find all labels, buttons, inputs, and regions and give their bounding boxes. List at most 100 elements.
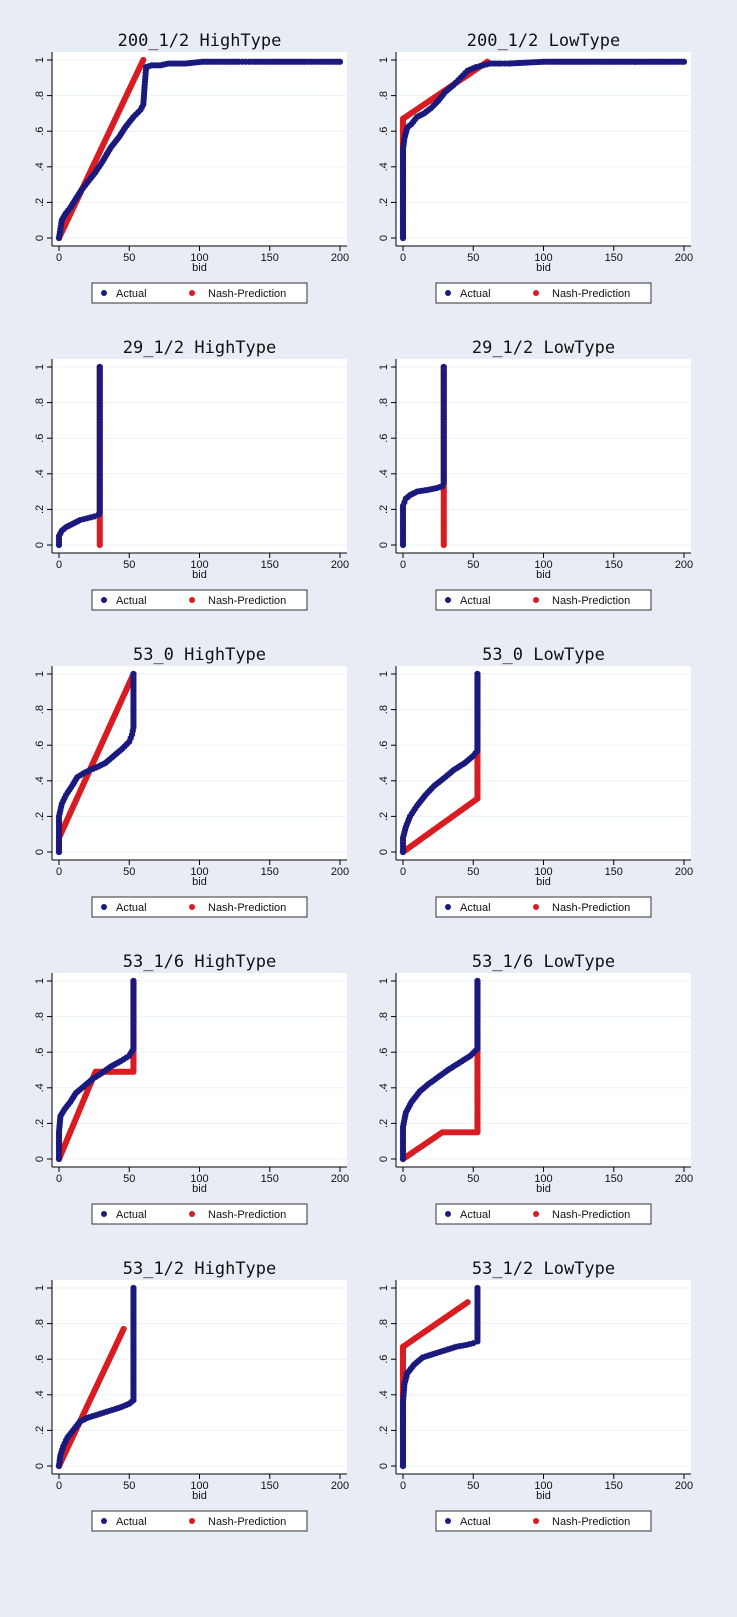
y-tick-label: .2 bbox=[378, 1119, 390, 1128]
legend: Actual Nash-Prediction bbox=[435, 1203, 652, 1225]
x-tick-label: 50 bbox=[123, 1480, 135, 1492]
y-tick-label: .2 bbox=[34, 812, 46, 821]
y-tick-label: .8 bbox=[34, 1012, 46, 1021]
legend-marker-actual bbox=[101, 597, 107, 603]
y-tick-label: .2 bbox=[378, 505, 390, 514]
x-tick-label: 50 bbox=[467, 252, 479, 264]
chart-title: 53_1/6 LowType bbox=[472, 952, 615, 972]
chart-panel: 0 .2 .4 .6 .8 1 0 50 100 150 200 bid 200_1/2 HighTyp… bbox=[34, 31, 349, 304]
legend-label-nash: Nash-Prediction bbox=[208, 288, 286, 300]
legend-marker-actual bbox=[101, 1211, 107, 1217]
legend-label-nash: Nash-Prediction bbox=[552, 595, 630, 607]
x-tick-label: 100 bbox=[190, 252, 208, 264]
legend-label-nash: Nash-Prediction bbox=[552, 288, 630, 300]
legend: Actual Nash-Prediction bbox=[435, 282, 652, 304]
legend-marker-nash bbox=[533, 1211, 539, 1217]
legend-marker-nash bbox=[533, 904, 539, 910]
y-tick-label: .6 bbox=[378, 1048, 390, 1057]
chart-title: 53_0 HighType bbox=[133, 645, 266, 665]
legend: Actual Nash-Prediction bbox=[91, 1510, 308, 1532]
legend-marker-nash bbox=[533, 597, 539, 603]
y-tick-label: 1 bbox=[378, 1285, 390, 1291]
x-tick-label: 200 bbox=[675, 252, 693, 264]
y-tick-label: .8 bbox=[34, 91, 46, 100]
x-tick-label: 50 bbox=[123, 252, 135, 264]
plot-area bbox=[52, 52, 347, 246]
y-tick-label: 1 bbox=[378, 57, 390, 63]
x-tick-label: 150 bbox=[261, 866, 279, 878]
y-tick-label: .8 bbox=[378, 1319, 390, 1328]
chart-panel: 0 .2 .4 .6 .8 1 0 50 100 150 200 bid 53_0 LowType Act… bbox=[378, 645, 693, 918]
x-tick-label: 50 bbox=[467, 559, 479, 571]
y-tick-label: 1 bbox=[34, 57, 46, 63]
x-tick-label: 100 bbox=[190, 1173, 208, 1185]
legend-label-actual: Actual bbox=[460, 288, 491, 300]
legend-marker-nash bbox=[189, 290, 195, 296]
legend-marker-nash bbox=[189, 1211, 195, 1217]
x-tick-label: 200 bbox=[331, 559, 349, 571]
y-tick-label: .6 bbox=[378, 741, 390, 750]
series-nash bbox=[399, 670, 481, 856]
y-tick-label: .6 bbox=[378, 1355, 390, 1364]
actual-point bbox=[130, 1284, 137, 1292]
chart-panel: 0 .2 .4 .6 .8 1 0 50 100 150 200 bid 53_1/6 HighType… bbox=[34, 952, 349, 1225]
plot-area bbox=[396, 52, 691, 246]
y-tick-label: 1 bbox=[378, 364, 390, 370]
x-tick-label: 150 bbox=[605, 559, 623, 571]
x-tick-label: 50 bbox=[123, 559, 135, 571]
legend: Actual Nash-Prediction bbox=[91, 282, 308, 304]
x-tick-label: 100 bbox=[534, 1480, 552, 1492]
chart-title: 53_1/6 HighType bbox=[123, 952, 277, 972]
legend-box bbox=[435, 1203, 652, 1225]
x-tick-label: 200 bbox=[331, 866, 349, 878]
series-actual bbox=[55, 363, 103, 549]
legend-box bbox=[435, 1510, 652, 1532]
legend: Actual Nash-Prediction bbox=[435, 1510, 652, 1532]
legend-label-actual: Actual bbox=[460, 1516, 491, 1528]
legend-marker-actual bbox=[445, 1211, 451, 1217]
y-tick-label: .2 bbox=[34, 1119, 46, 1128]
y-tick-label: 0 bbox=[34, 849, 46, 855]
y-tick-label: .2 bbox=[34, 198, 46, 207]
legend-label-actual: Actual bbox=[116, 1516, 147, 1528]
legend-label-nash: Nash-Prediction bbox=[552, 902, 630, 914]
y-tick-label: 0 bbox=[378, 235, 390, 241]
x-tick-label: 100 bbox=[534, 1173, 552, 1185]
legend-marker-nash bbox=[533, 290, 539, 296]
y-tick-label: .8 bbox=[34, 705, 46, 714]
x-tick-label: 150 bbox=[261, 559, 279, 571]
y-tick-label: .4 bbox=[34, 776, 46, 785]
chart-title: 200_1/2 HighType bbox=[118, 31, 282, 51]
x-tick-label: 0 bbox=[400, 559, 406, 571]
x-tick-label: 0 bbox=[400, 1173, 406, 1185]
legend-label-nash: Nash-Prediction bbox=[208, 902, 286, 914]
y-tick-label: .2 bbox=[34, 1426, 46, 1435]
actual-point bbox=[474, 1284, 481, 1292]
legend-label-actual: Actual bbox=[116, 902, 147, 914]
legend-label-actual: Actual bbox=[116, 595, 147, 607]
x-axis-label: bid bbox=[192, 569, 207, 581]
y-tick-label: .8 bbox=[378, 1012, 390, 1021]
x-tick-label: 0 bbox=[400, 1480, 406, 1492]
x-tick-label: 100 bbox=[190, 866, 208, 878]
chart-panel: 0 .2 .4 .6 .8 1 0 50 100 150 200 bid 53_1/2 HighType… bbox=[34, 1259, 349, 1532]
x-tick-label: 50 bbox=[123, 866, 135, 878]
legend-box bbox=[91, 589, 308, 611]
chart-panel: 0 .2 .4 .6 .8 1 0 50 100 150 200 bid 29_1/2 HighType… bbox=[34, 338, 349, 611]
legend: Actual Nash-Prediction bbox=[91, 589, 308, 611]
x-tick-label: 200 bbox=[675, 1173, 693, 1185]
x-tick-label: 200 bbox=[675, 559, 693, 571]
x-tick-label: 200 bbox=[675, 866, 693, 878]
y-tick-label: .6 bbox=[34, 1355, 46, 1364]
x-tick-label: 100 bbox=[190, 559, 208, 571]
x-axis-label: bid bbox=[536, 262, 551, 274]
x-axis-label: bid bbox=[192, 876, 207, 888]
legend-label-nash: Nash-Prediction bbox=[208, 1516, 286, 1528]
legend-label-nash: Nash-Prediction bbox=[208, 595, 286, 607]
y-tick-label: 0 bbox=[34, 235, 46, 241]
series-actual bbox=[55, 670, 137, 856]
series-actual bbox=[399, 977, 481, 1163]
x-tick-label: 50 bbox=[123, 1173, 135, 1185]
legend-box bbox=[91, 282, 308, 304]
